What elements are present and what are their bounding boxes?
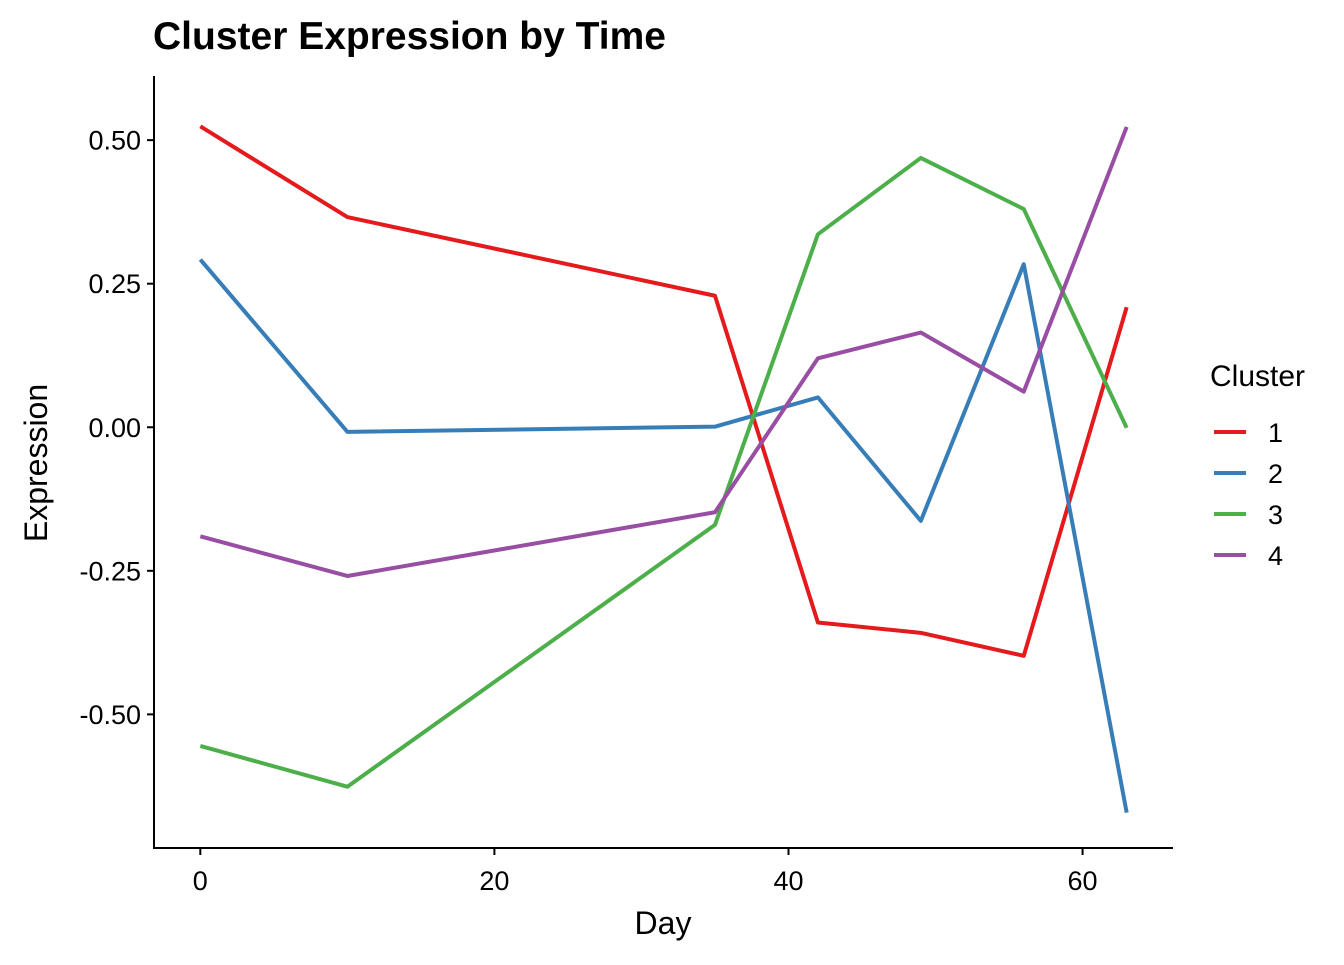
legend: Cluster 1 2 3 4 xyxy=(1210,360,1305,571)
x-tick-label: 40 xyxy=(773,866,803,896)
legend-label-cluster-1: 1 xyxy=(1268,418,1283,448)
legend-label-cluster-2: 2 xyxy=(1268,459,1283,489)
y-tick-label: 0.00 xyxy=(88,413,141,443)
y-axis-title: Expression xyxy=(18,384,54,542)
chart-title: Cluster Expression by Time xyxy=(153,15,666,58)
x-ticks: 0 20 40 60 xyxy=(193,848,1098,896)
y-tick-label: -0.25 xyxy=(79,556,141,586)
x-axis-title: Day xyxy=(635,905,692,941)
y-tick-label: 0.50 xyxy=(88,126,141,156)
plot-series xyxy=(198,124,1129,813)
series-line-cluster-3 xyxy=(199,155,1129,789)
x-tick-label: 60 xyxy=(1068,866,1098,896)
y-tick-label: -0.50 xyxy=(79,700,141,730)
x-tick-label: 20 xyxy=(479,866,509,896)
legend-label-cluster-3: 3 xyxy=(1268,500,1283,530)
series-line-cluster-4 xyxy=(199,126,1129,578)
y-ticks: -0.50 -0.25 0.00 0.25 0.50 xyxy=(79,126,154,730)
y-tick-label: 0.25 xyxy=(88,269,141,299)
series-line-cluster-1 xyxy=(199,124,1129,658)
axes: -0.50 -0.25 0.00 0.25 0.50 0 20 40 60 xyxy=(79,76,1173,896)
legend-title: Cluster xyxy=(1210,360,1305,393)
legend-label-cluster-4: 4 xyxy=(1268,541,1283,571)
series-line-cluster-2 xyxy=(198,258,1129,813)
x-tick-label: 0 xyxy=(193,866,208,896)
legend-items: 1 2 3 4 xyxy=(1214,418,1283,571)
